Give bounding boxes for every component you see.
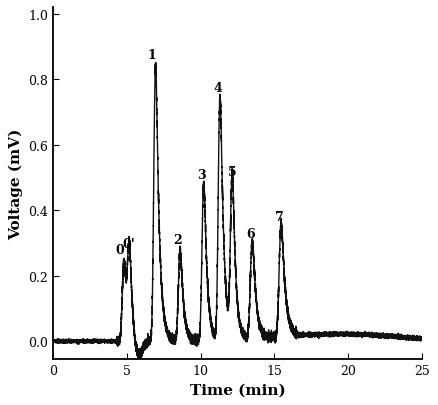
Text: 2: 2: [173, 234, 182, 247]
Text: 7: 7: [275, 211, 284, 224]
Text: 5: 5: [228, 165, 236, 178]
X-axis label: Time (min): Time (min): [190, 383, 285, 396]
Text: 1: 1: [148, 49, 157, 62]
Text: 3: 3: [197, 168, 205, 181]
Text: 6: 6: [246, 227, 255, 240]
Text: 0: 0: [115, 243, 124, 256]
Text: 0': 0': [123, 237, 135, 250]
Y-axis label: Voltage (mV): Voltage (mV): [8, 128, 23, 239]
Text: 4: 4: [213, 82, 222, 95]
